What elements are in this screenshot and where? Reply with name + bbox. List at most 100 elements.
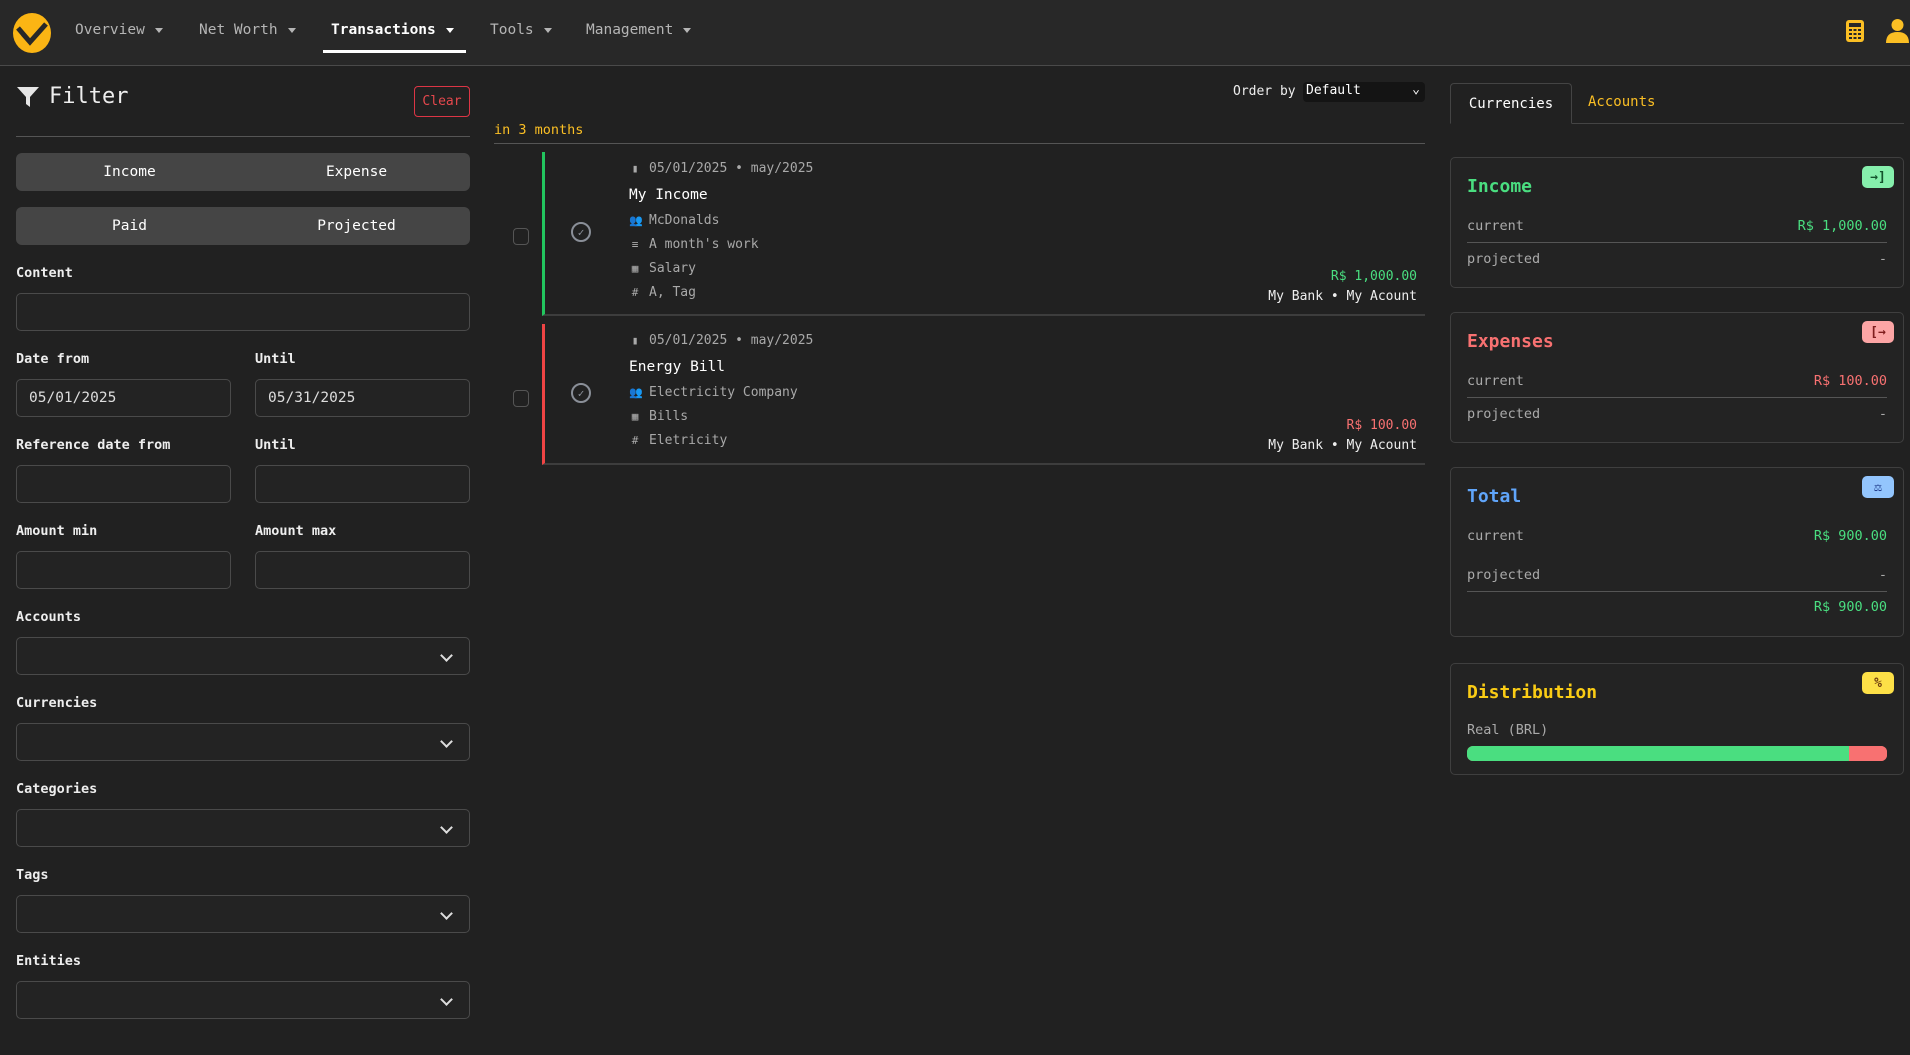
caret-down-icon [154,27,163,33]
order-by-label: Order by [1233,84,1296,99]
reference-date-from-input[interactable] [16,465,231,503]
calendar-icon: ▮ [631,334,639,347]
select-checkbox[interactable] [513,390,529,407]
amount-max-input[interactable] [255,551,470,589]
nav-transactions[interactable]: Transactions [331,22,454,38]
current-label: current [1467,528,1524,544]
entities-label: Entities [16,953,82,969]
amount-min-input[interactable] [16,551,231,589]
transaction-entity: Electricity Company [649,385,798,400]
transaction-title: Energy Bill [629,359,726,375]
active-nav-underline [323,50,466,53]
currencies-label: Currencies [16,695,98,711]
expenses-current-value: R$ 100.00 [1813,373,1887,389]
divider [16,136,470,137]
projected-label: projected [1467,567,1541,583]
expense-toggle[interactable]: Expense [325,164,388,180]
date-until-input[interactable]: 05/31/2025 [255,379,470,417]
transaction-category: Salary [649,261,696,276]
check-circle-icon[interactable]: ✓ [571,222,591,242]
order-by-value: Default [1306,83,1361,98]
expenses-card: Expenses [→ current R$ 100.00 projected - [1450,312,1904,443]
content-label: Content [16,265,73,281]
calculator-icon[interactable] [1845,19,1865,43]
income-toggle[interactable]: Income [103,164,156,180]
current-label: current [1467,373,1524,389]
tab-currencies[interactable]: Currencies [1450,83,1572,124]
categories-label: Categories [16,781,98,797]
app-logo[interactable] [11,12,53,54]
users-icon: 👥 [629,386,643,399]
transaction-row[interactable]: ✓ ▮ 05/01/2025 • may/2025 Energy Bill 👥 El… [513,324,1425,465]
nav-label: Overview [75,22,145,38]
order-by-select[interactable]: Default ⌄ [1303,82,1425,102]
category-icon: ▦ [631,410,639,423]
nav-tools[interactable]: Tools [490,22,552,38]
reference-date-until-label: Until [255,437,296,453]
transaction-date: 05/01/2025 • may/2025 [649,333,814,348]
chevron-down-icon: ⌄ [1412,82,1420,97]
currencies-select[interactable] [16,723,470,761]
paid-toggle[interactable]: Paid [112,218,147,234]
nav-management[interactable]: Management [586,22,692,38]
status-toggle: Paid Projected [16,207,470,245]
transaction-description: A month's work [649,237,759,252]
categories-select[interactable] [16,809,470,847]
caret-down-icon [287,27,296,33]
entities-select[interactable] [16,981,470,1019]
caret-down-icon [543,27,552,33]
filter-title: Filter [49,84,129,109]
filter-icon [17,87,39,107]
percent-icon: % [1862,672,1894,694]
accounts-select[interactable] [16,637,470,675]
select-checkbox[interactable] [513,228,529,245]
transaction-account: My Bank • My Acount [1268,438,1417,453]
sign-in-icon: →] [1862,166,1894,188]
type-toggle: Income Expense [16,153,470,191]
top-navbar: Overview Net Worth Transactions Tools Ma… [0,0,1910,66]
total-title: Total [1467,486,1522,507]
currency-label: Real (BRL) [1467,722,1549,738]
group-label: in 3 months [494,122,584,138]
projected-label: projected [1467,251,1541,267]
total-current-value: R$ 900.00 [1813,528,1887,544]
reference-date-until-input[interactable] [255,465,470,503]
content-input[interactable] [16,293,470,331]
amount-max-label: Amount max [255,523,337,539]
expenses-title: Expenses [1467,331,1554,352]
transaction-entity: McDonalds [649,213,720,228]
income-card: Income →] current R$ 1,000.00 projected - [1450,157,1904,288]
transaction-date: 05/01/2025 • may/2025 [649,161,814,176]
category-icon: ▦ [631,262,639,275]
distribution-title: Distribution [1467,682,1598,703]
projected-toggle[interactable]: Projected [317,218,396,234]
transaction-account: My Bank • My Acount [1268,289,1417,304]
nav-label: Transactions [331,22,436,38]
tags-label: Tags [16,867,49,883]
nav-label: Net Worth [199,22,278,38]
total-projected-value: - [1878,567,1887,583]
transaction-row[interactable]: ✓ ▮ 05/01/2025 • may/2025 My Income 👥 McDo… [513,152,1425,316]
caret-down-icon [445,27,454,33]
nav-label: Tools [490,22,534,38]
tab-accounts[interactable]: Accounts [1588,94,1656,110]
distribution-income-segment [1467,746,1849,761]
scale-balanced-icon: ⚖ [1862,476,1894,498]
hashtag-icon: # [631,286,639,299]
date-from-input[interactable]: 05/01/2025 [16,379,231,417]
total-sum-value: R$ 900.00 [1813,599,1887,615]
user-icon[interactable] [1885,17,1910,43]
tags-select[interactable] [16,895,470,933]
nav-net-worth[interactable]: Net Worth [199,22,296,38]
check-circle-icon[interactable]: ✓ [571,383,591,403]
nav-overview[interactable]: Overview [75,22,163,38]
distribution-expense-segment [1848,746,1887,761]
transaction-tags: A, Tag [649,285,696,300]
hashtag-icon: # [631,434,639,447]
projected-label: projected [1467,406,1541,422]
total-card: Total ⚖ current R$ 900.00 projected - R$ 9… [1450,467,1904,637]
clear-filter-button[interactable]: Clear [414,86,470,117]
divider [1467,397,1887,398]
income-title: Income [1467,176,1533,197]
expenses-projected-value: - [1878,406,1887,422]
